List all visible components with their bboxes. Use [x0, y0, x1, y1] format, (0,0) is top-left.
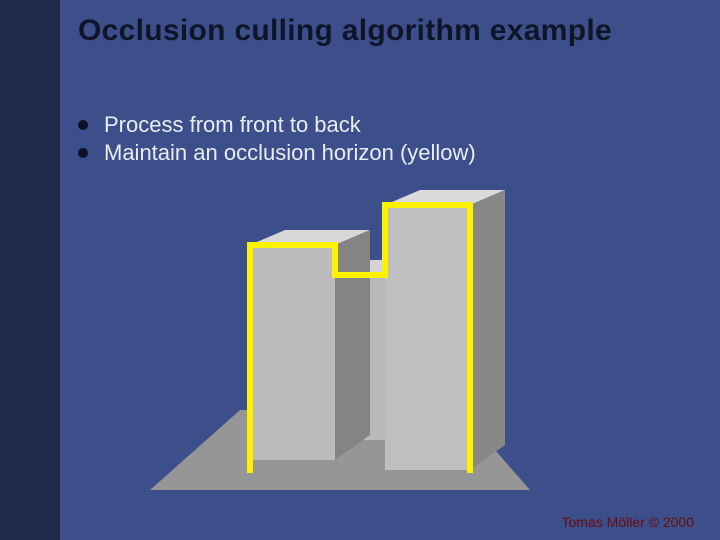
- right-tower: [385, 190, 505, 470]
- bullet-list: Process from front to backMaintain an oc…: [78, 112, 678, 169]
- sidebar-accent: [0, 0, 60, 540]
- slide: Occlusion culling algorithm example Proc…: [0, 0, 720, 540]
- copyright-footer: Tomas Möller © 2000: [562, 514, 694, 530]
- right-tower-side: [470, 190, 505, 470]
- occlusion-diagram: [150, 190, 530, 490]
- left-tower: [250, 230, 370, 460]
- bullet-dot-icon: [78, 148, 88, 158]
- bullet-item: Process from front to back: [78, 112, 678, 138]
- bullet-dot-icon: [78, 120, 88, 130]
- bullet-text: Process from front to back: [104, 112, 678, 138]
- bullet-text: Maintain an occlusion horizon (yellow): [104, 140, 678, 166]
- bullet-item: Maintain an occlusion horizon (yellow): [78, 140, 678, 166]
- left-tower-side: [335, 230, 370, 460]
- diagram-svg: [150, 190, 530, 490]
- right-tower-front: [385, 205, 470, 470]
- slide-title: Occlusion culling algorithm example: [78, 14, 612, 49]
- left-tower-front: [250, 245, 335, 460]
